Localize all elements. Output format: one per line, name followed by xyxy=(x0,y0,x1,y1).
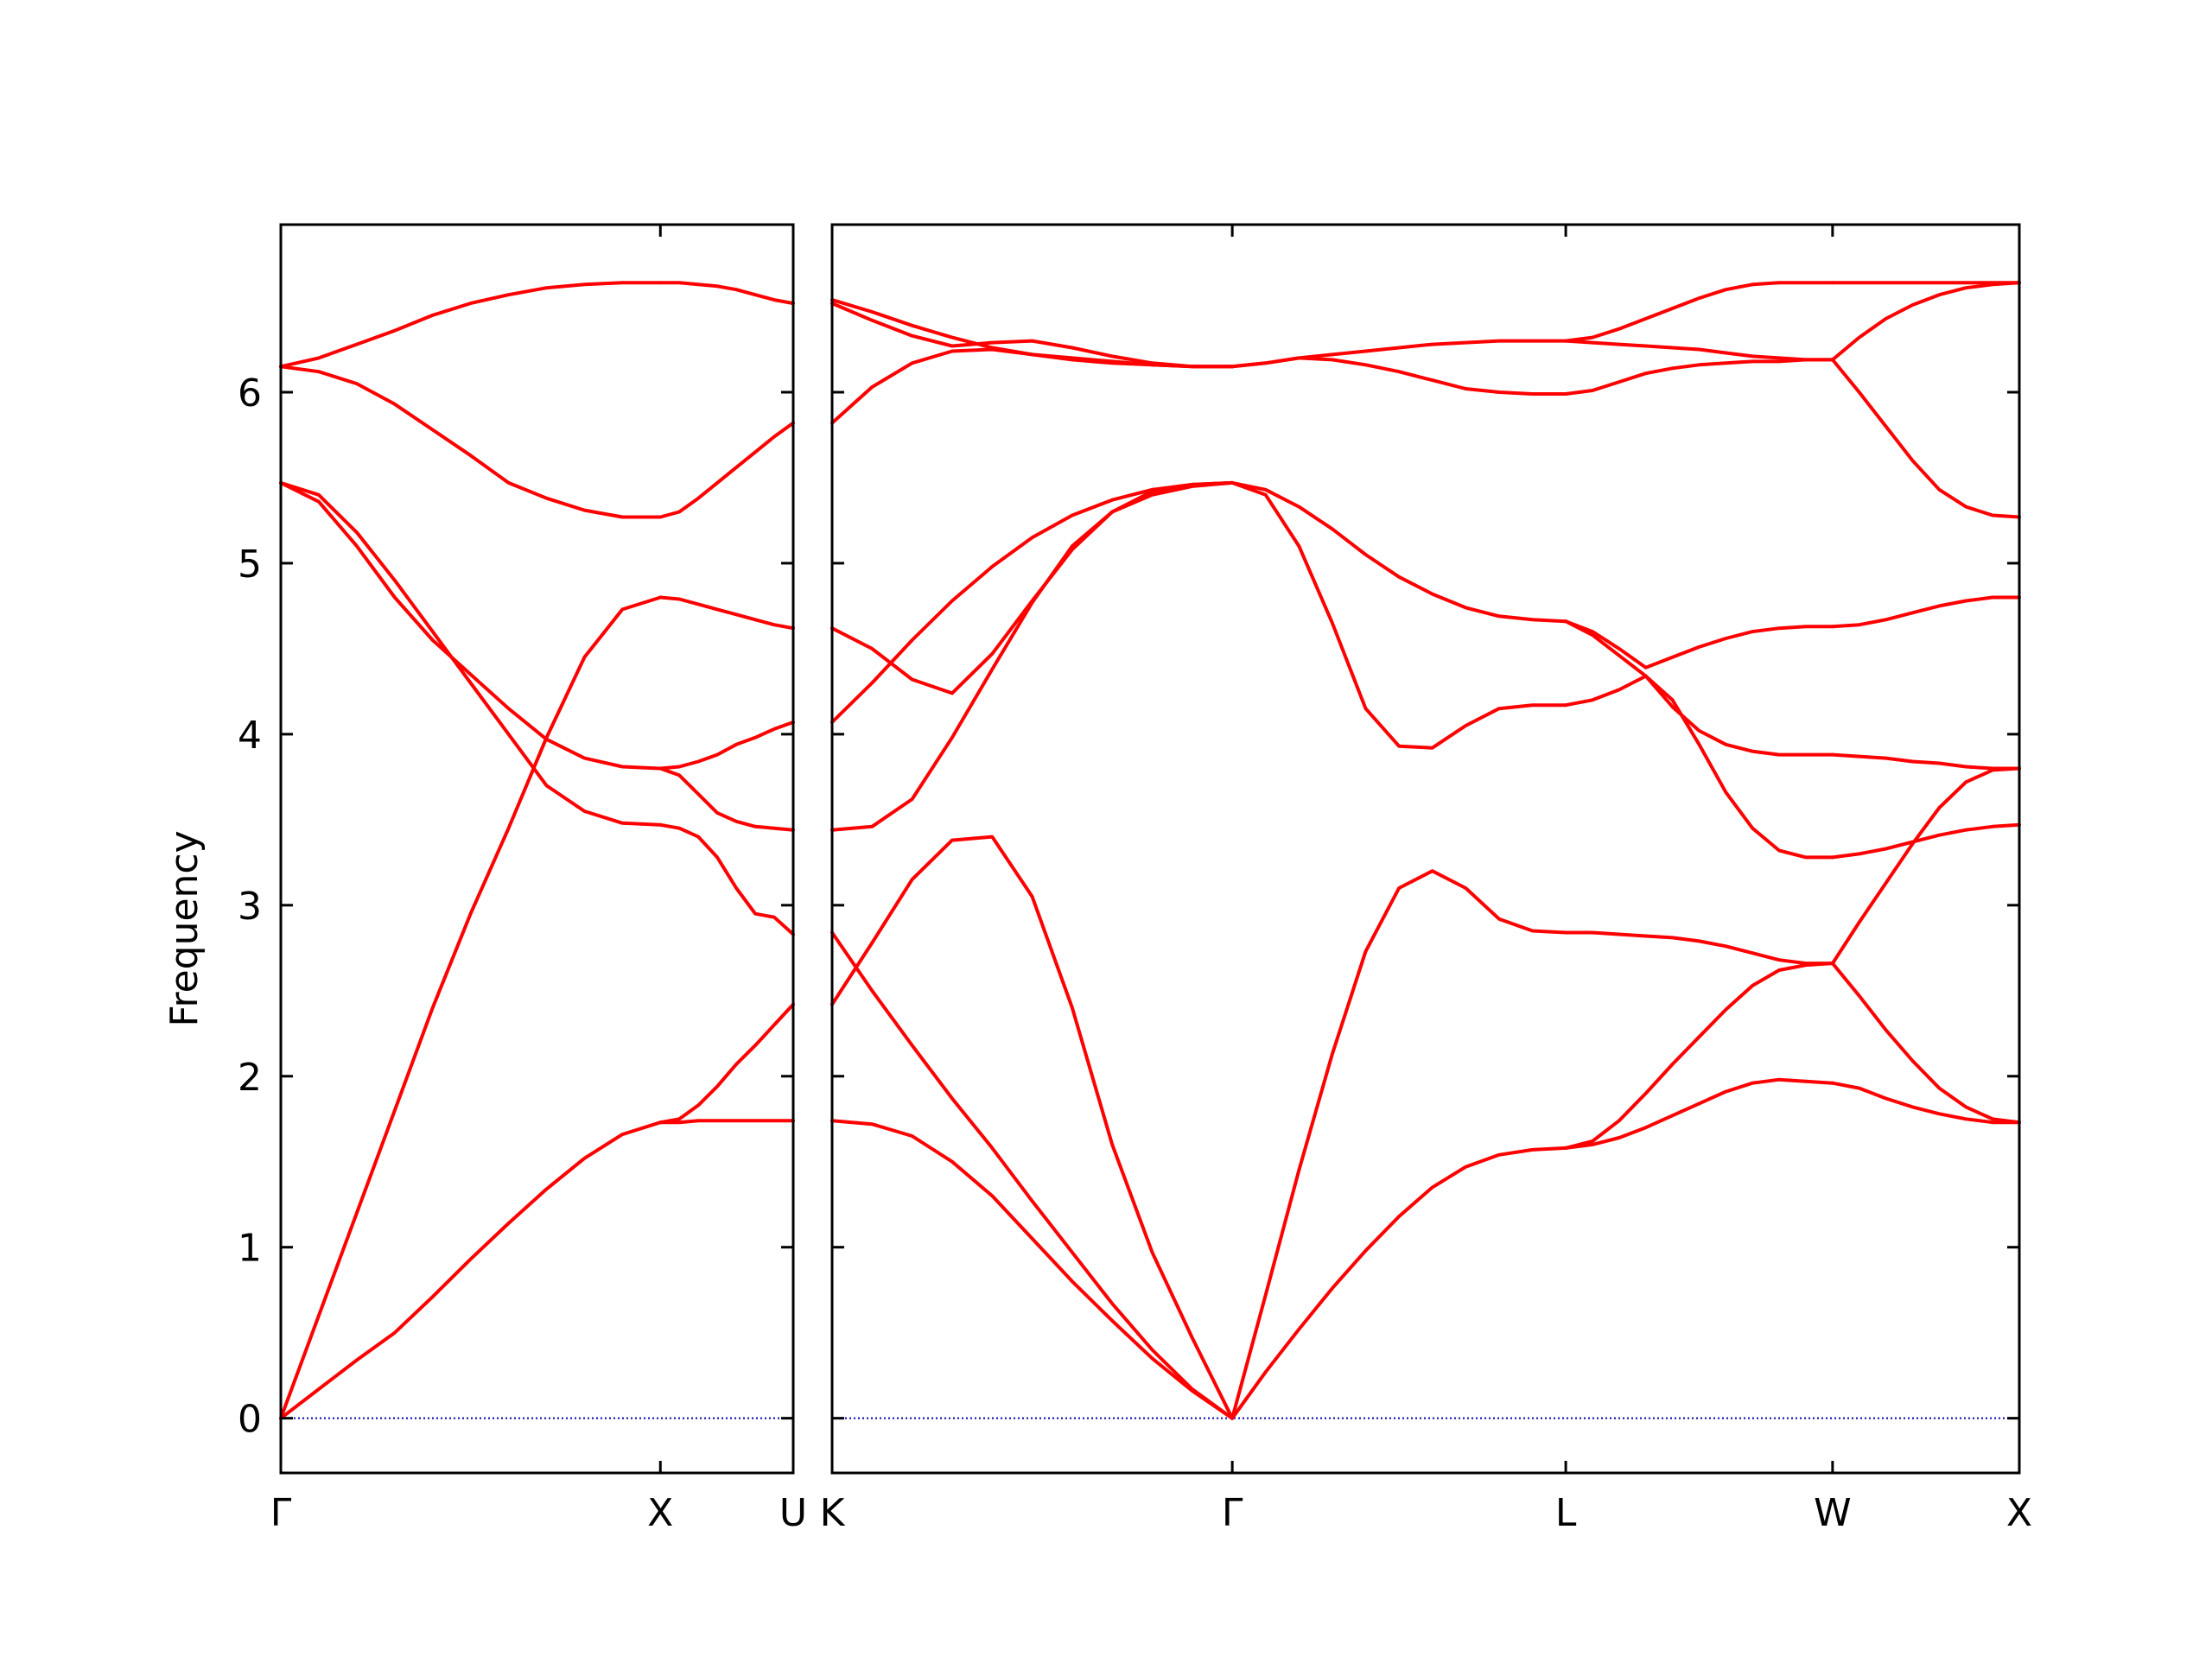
band-line-p1-s2-b4 xyxy=(1564,619,1834,757)
band-line-p0-s1-b2 xyxy=(658,822,795,936)
band-line-p1-s2-b8 xyxy=(1564,281,1834,343)
band-line-p0-s0-b3 xyxy=(279,480,663,771)
band-line-p0-s1-b6 xyxy=(658,421,795,519)
band-line-p1-s1-b1 xyxy=(1230,869,1568,1420)
band-line-p0-s1-b0 xyxy=(658,1119,795,1125)
x-tick-label: U xyxy=(779,1491,807,1535)
plot-frame xyxy=(279,223,795,1475)
band-line-p1-s2-b1 xyxy=(1564,962,1834,1150)
x-tick-label: Γ xyxy=(270,1491,292,1535)
band-line-p0-s0-b2 xyxy=(279,480,663,827)
x-tick-label: W xyxy=(1814,1491,1852,1535)
y-tick-label: 0 xyxy=(238,1398,262,1442)
band-line-p1-s0-b6 xyxy=(830,347,1235,425)
band-line-p1-s1-b2 xyxy=(1230,480,1568,750)
x-tick-label: Γ xyxy=(1222,1491,1243,1535)
band-line-p1-s3-b1 xyxy=(1830,962,2021,1125)
x-tick-label: X xyxy=(2006,1491,2032,1535)
band-line-p1-s3-b2 xyxy=(1830,766,2021,966)
left-panel: 0 1 2 3 4 5 6 Γ X U xyxy=(238,223,807,1535)
band-line-p1-s0-b0 xyxy=(830,1119,1235,1420)
band-line-p1-s0-b3 xyxy=(830,480,1235,832)
x-tick-label: L xyxy=(1555,1491,1577,1535)
band-line-p1-s3-b7 xyxy=(1830,281,2021,362)
y-tick-label: 6 xyxy=(238,371,262,416)
band-line-p1-s0-b5 xyxy=(830,480,1235,724)
band-line-p1-s1-b0 xyxy=(1230,1146,1568,1420)
band-line-p1-s2-b0 xyxy=(1564,1077,1834,1150)
band-line-p1-s3-b5 xyxy=(1830,595,2021,629)
plot-frame xyxy=(830,223,2021,1475)
band-line-p1-s3-b4 xyxy=(1830,752,2021,771)
y-axis-label: Frequency xyxy=(162,830,207,1026)
band-line-p0-s1-b4 xyxy=(658,720,795,771)
band-line-p1-s3-b0 xyxy=(1830,1081,2021,1125)
band-line-p0-s0-b4 xyxy=(279,365,663,519)
band-line-p0-s1-b5 xyxy=(658,595,795,631)
y-tick-label: 2 xyxy=(238,1056,262,1100)
band-line-p1-s3-b6 xyxy=(1830,358,2021,519)
band-line-p1-s0-b1 xyxy=(830,930,1235,1420)
band-line-p0-s0-b5 xyxy=(279,281,663,369)
band-line-p0-s1-b3 xyxy=(658,766,795,832)
x-tick-label: K xyxy=(820,1491,846,1535)
band-line-p1-s0-b8 xyxy=(830,298,1235,369)
band-line-p1-s2-b3 xyxy=(1564,674,1834,860)
band-line-p0-s0-b1 xyxy=(279,595,663,1420)
band-line-p0-s1-b1 xyxy=(658,1002,795,1125)
band-line-p1-s2-b7 xyxy=(1564,339,1834,362)
band-line-p0-s0-b0 xyxy=(279,1120,663,1420)
y-tick-label: 3 xyxy=(238,885,262,929)
band-line-p1-s1-b3 xyxy=(1230,480,1568,624)
band-line-p1-s0-b7 xyxy=(830,301,1235,369)
band-line-p1-s0-b2 xyxy=(830,835,1235,1420)
band-line-p1-s3-b3 xyxy=(1830,822,2021,860)
x-tick-label: X xyxy=(647,1491,673,1535)
band-line-p1-s2-b6 xyxy=(1564,358,1834,396)
band-line-p1-s1-b5 xyxy=(1230,339,1568,369)
band-line-p1-s2-b5 xyxy=(1564,619,1834,670)
y-tick-label: 5 xyxy=(238,543,262,587)
band-line-p1-s1-b4 xyxy=(1230,356,1568,396)
band-line-p1-s2-b2 xyxy=(1564,930,1834,966)
y-tick-label: 1 xyxy=(238,1227,262,1271)
band-line-p0-s1-b7 xyxy=(658,281,795,306)
y-tick-label: 4 xyxy=(238,714,262,758)
